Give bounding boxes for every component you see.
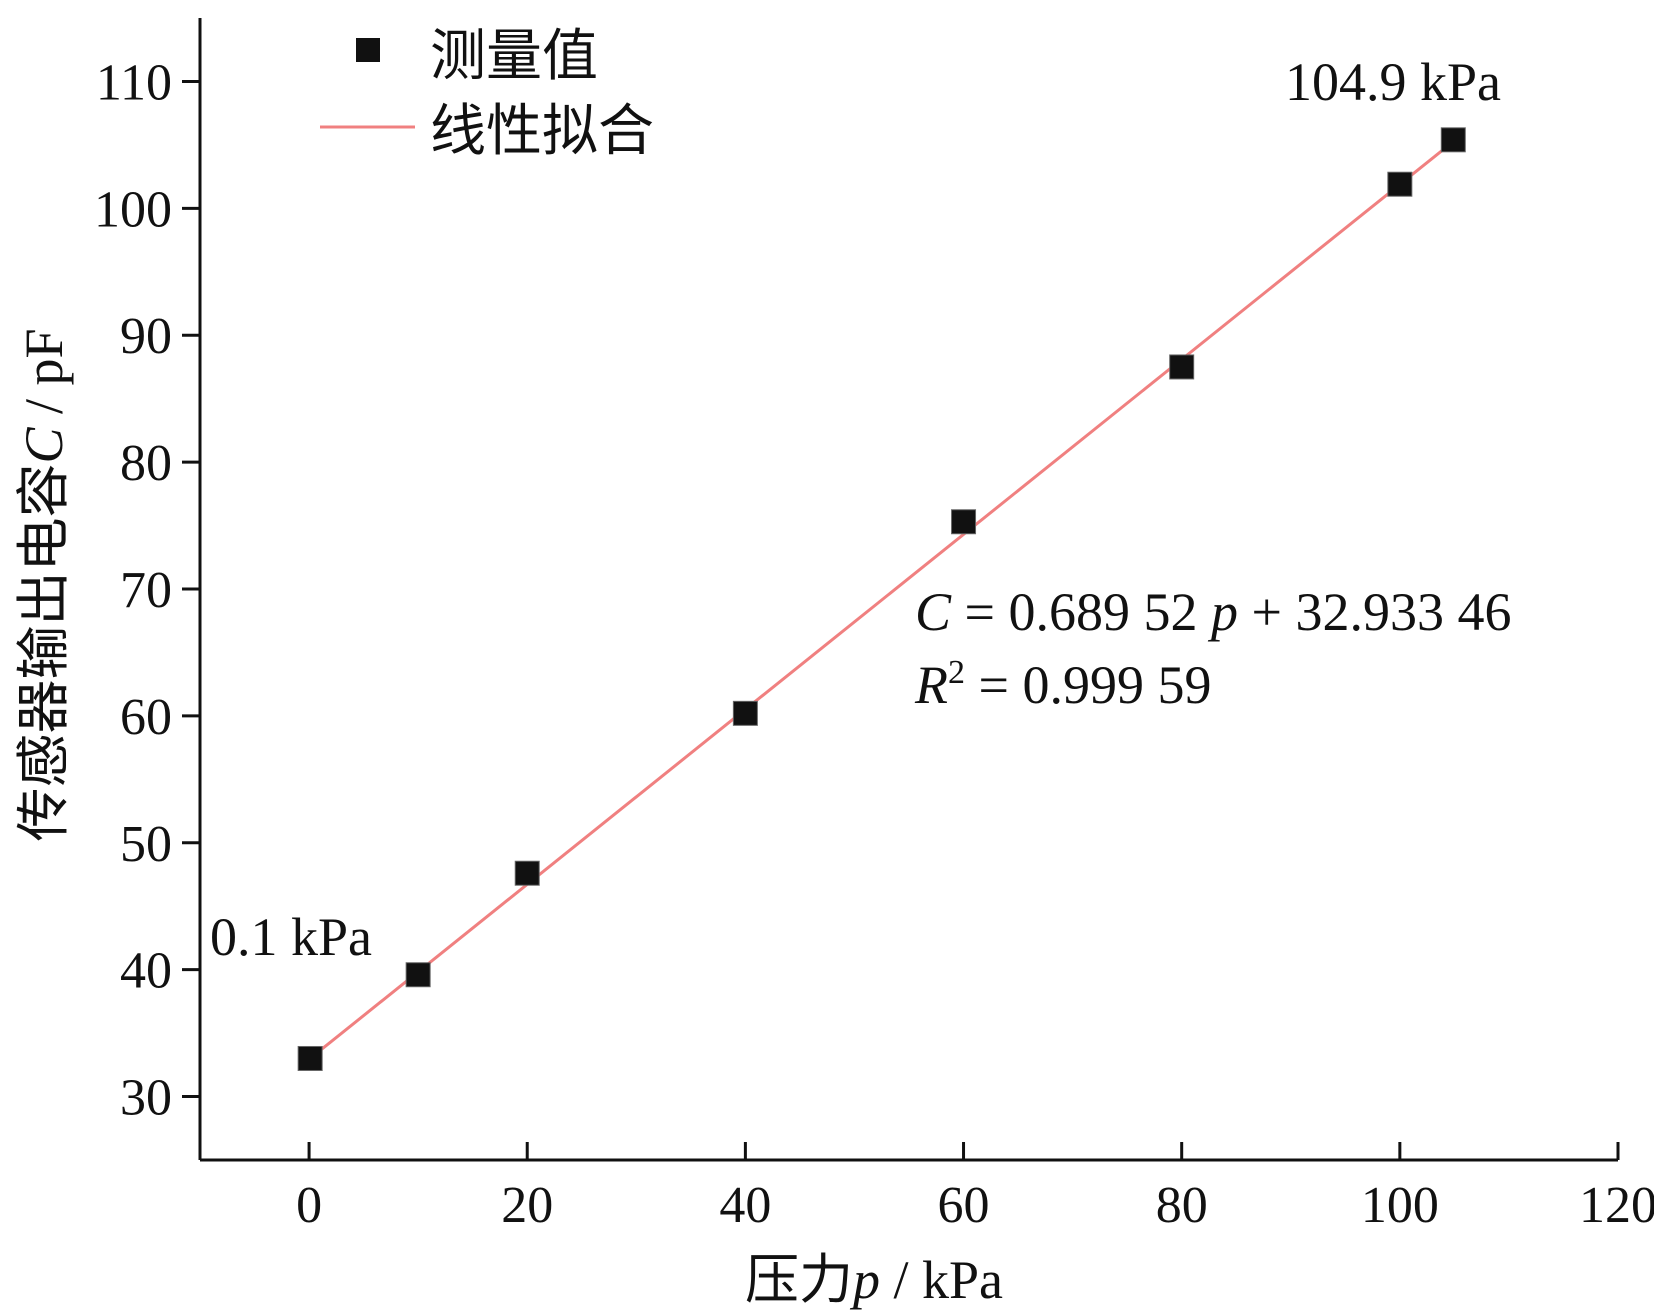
y-axis-title: 传感器输出电容C / pF — [14, 328, 74, 841]
eq-var-c: C — [915, 582, 952, 642]
r2-sup: 2 — [948, 654, 965, 691]
y-tick-label: 70 — [120, 562, 172, 619]
eq-coefficient: = 0.689 52 — [951, 582, 1211, 642]
x-axis-title-var: p — [849, 1250, 880, 1310]
annotation-last-point: 104.9 kPa — [1285, 52, 1501, 112]
y-tick-label: 100 — [94, 181, 172, 238]
data-point — [405, 962, 431, 988]
legend-label-measured: 测量值 — [430, 24, 598, 89]
y-tick-label: 80 — [120, 435, 172, 492]
y-tick-label: 110 — [96, 54, 172, 111]
data-point — [951, 509, 977, 535]
legend-marker-measured — [356, 38, 380, 62]
x-tick-label: 120 — [1579, 1177, 1654, 1234]
data-point — [1387, 171, 1413, 197]
data-point — [1169, 354, 1195, 380]
x-axis-title: 压力p / kPa — [745, 1250, 1003, 1310]
y-tick-label: 40 — [120, 943, 172, 1000]
axes: 0 20 40 60 80 100 120 30 40 50 60 70 80 90 100 110 — [94, 18, 1654, 1234]
y-axis-title-unit: / pF — [14, 328, 74, 427]
x-tick-label: 20 — [501, 1177, 553, 1234]
eq-intercept: + 32.933 46 — [1238, 582, 1511, 642]
y-tick-label: 90 — [120, 308, 172, 365]
fit-equation: C = 0.689 52 p + 32.933 46 — [915, 582, 1511, 642]
y-tick-label: 60 — [120, 689, 172, 746]
y-axis-title-var: C — [14, 427, 74, 464]
fit-line-layer — [308, 140, 1455, 1061]
annotation-first-point: 0.1 kPa — [210, 907, 372, 967]
legend-label-fit: 线性拟合 — [430, 99, 654, 164]
x-axis-title-unit: / kPa — [880, 1250, 1003, 1310]
x-tick-label: 80 — [1156, 1177, 1208, 1234]
r2-value: = 0.999 59 — [965, 655, 1211, 715]
y-tick-label: 50 — [120, 816, 172, 873]
y-tick-label: 30 — [120, 1070, 172, 1127]
eq-var-p: p — [1207, 582, 1238, 642]
r2-var: R — [914, 655, 948, 715]
data-point — [297, 1045, 323, 1071]
x-tick-label: 40 — [719, 1177, 771, 1234]
y-axis-title-prefix: 传感器输出电容 — [14, 464, 74, 842]
x-tick-label: 0 — [296, 1177, 322, 1234]
data-point — [514, 860, 540, 886]
x-axis-title-prefix: 压力 — [745, 1250, 853, 1310]
x-tick-label: 100 — [1361, 1177, 1439, 1234]
data-point — [1440, 127, 1466, 153]
data-points — [297, 127, 1466, 1071]
legend: 测量值 线性拟合 — [320, 24, 654, 164]
x-tick-label: 60 — [938, 1177, 990, 1234]
r-squared: R2 = 0.999 59 — [914, 654, 1211, 715]
fit-line — [308, 140, 1455, 1061]
data-point — [732, 700, 758, 726]
